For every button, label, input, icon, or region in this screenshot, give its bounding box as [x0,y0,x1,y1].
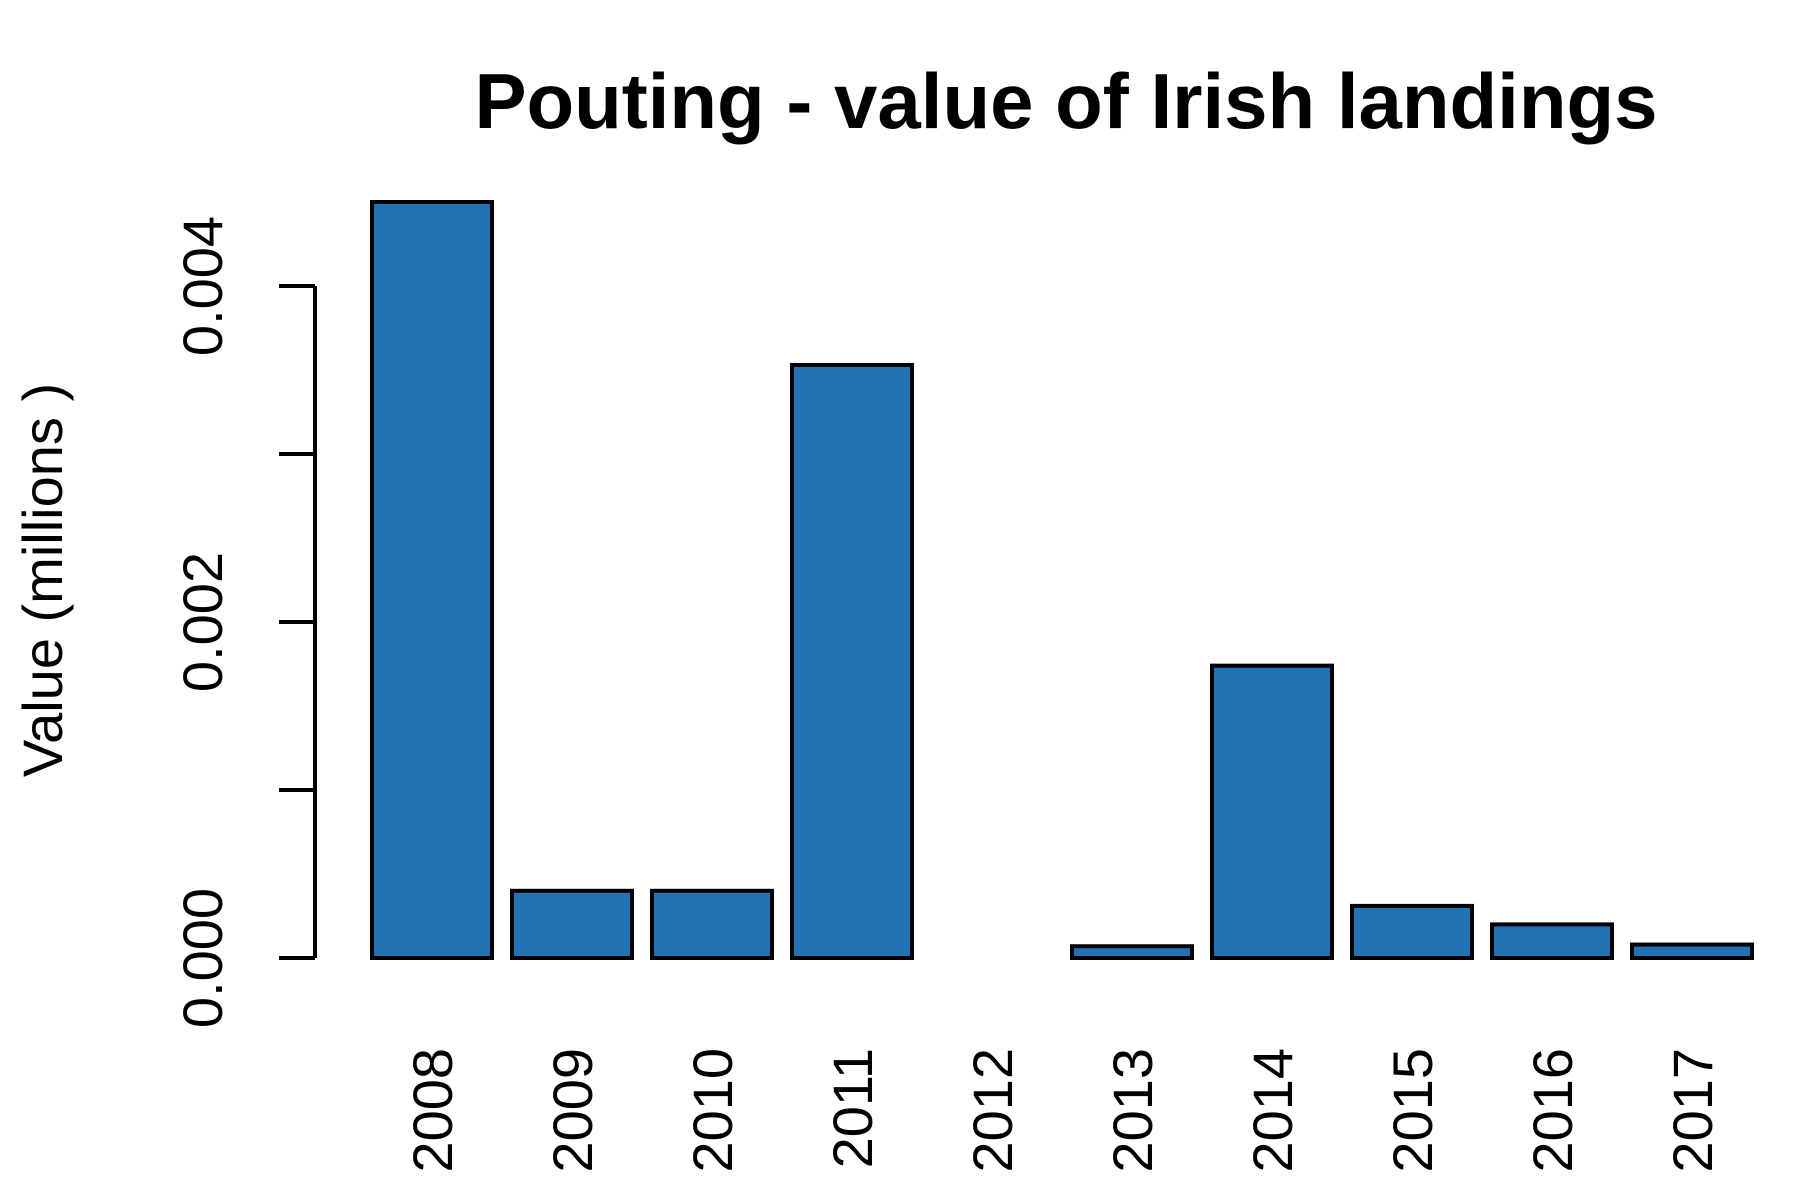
bar-2015 [1350,903,1474,960]
chart-title: Pouting - value of Irish landings [474,57,1657,145]
x-tick-label-2016: 2016 [1521,1048,1584,1173]
bar-2013 [1070,944,1194,960]
bar-2009 [510,888,634,960]
x-tick-label-2014: 2014 [1241,1048,1304,1173]
x-tick-label-2011: 2011 [821,1048,884,1168]
bar-2016 [1490,922,1614,961]
y-axis-label: Value (millions ) [11,383,74,777]
x-axis-tick-labels: 2008 2009 2010 2011 2012 2013 2014 2015 2016 2017 [401,1048,1724,1173]
y-tick-label: 0.000 [171,888,234,1028]
x-tick-label-2015: 2015 [1381,1048,1444,1173]
bar-2011 [790,362,914,960]
x-tick-label-2008: 2008 [401,1048,464,1173]
bars [370,200,1754,961]
y-tick-label: 0.004 [171,216,234,356]
x-tick-label-2009: 2009 [541,1048,604,1173]
bar-2010 [650,888,774,960]
x-tick-label-2010: 2010 [681,1048,744,1173]
y-tick-label: 0.002 [171,552,234,692]
x-tick-label-2017: 2017 [1661,1048,1724,1173]
bar-2017 [1630,942,1754,960]
y-axis: 0.000 0.002 0.004 [171,216,317,1028]
bar-2008 [370,200,494,960]
bar-2014 [1210,663,1334,960]
x-tick-label-2012: 2012 [961,1048,1024,1173]
x-tick-label-2013: 2013 [1101,1048,1164,1173]
